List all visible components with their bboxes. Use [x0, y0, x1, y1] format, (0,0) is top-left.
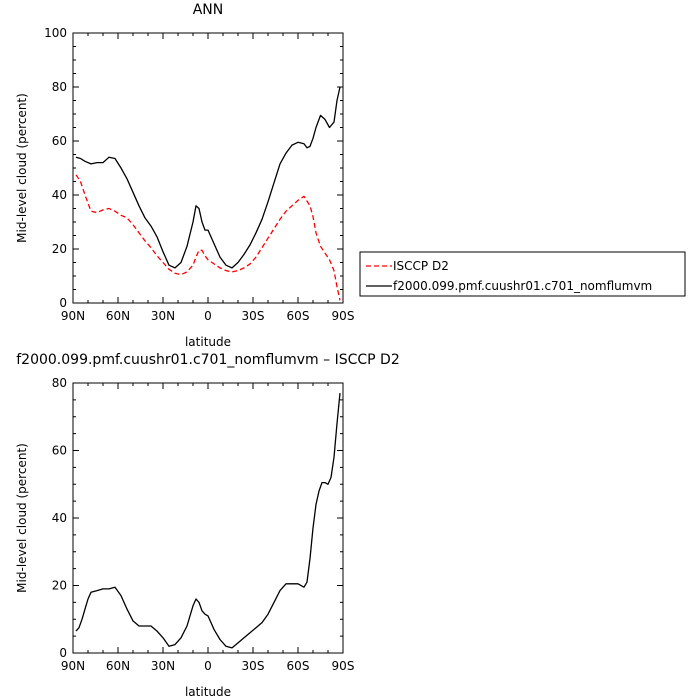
bottom-xtick-label: 30S: [242, 659, 265, 673]
top-plot-ylabel: Mid-level cloud (percent): [15, 93, 29, 243]
legend-box: [359, 251, 686, 297]
legend-label-isccp: ISCCP D2: [393, 259, 449, 273]
top-plot-tick-labels: 90N 60N 30N 0 30S 60S 90S 0 20 40 60 80 100: [44, 26, 354, 323]
top-series-line-1: [75, 86, 341, 269]
bottom-xtick-label: 90S: [332, 659, 355, 673]
top-ytick-label: 40: [52, 188, 67, 202]
top-plot: ANN 90N 60N 30N 0 30S 60S 90S 0 20 40 60 80 100 lati…: [15, 2, 354, 349]
top-xtick-label: 90S: [332, 309, 355, 323]
bottom-ytick-label: 80: [52, 376, 67, 390]
top-plot-title: ANN: [193, 2, 224, 18]
bottom-plot-xlabel: latitude: [185, 685, 231, 699]
top-ytick-label: 60: [52, 134, 67, 148]
bottom-plot-frame: [72, 382, 344, 654]
bottom-plot-title: f2000.099.pmf.cuushr01.c701_nomflumvm – …: [16, 352, 400, 368]
top-plot-ticks: [72, 32, 344, 304]
top-xtick-label: 90N: [61, 309, 85, 323]
top-xtick-label: 30S: [242, 309, 265, 323]
bottom-plot-ylabel: Mid-level cloud (percent): [15, 443, 29, 593]
top-plot-series: [75, 86, 341, 301]
top-ytick-label: 100: [44, 26, 67, 40]
bottom-ytick-label: 0: [59, 646, 67, 660]
top-xtick-label: 60N: [106, 309, 130, 323]
bottom-plot-ticks: [72, 382, 344, 654]
bottom-xtick-label: 60S: [287, 659, 310, 673]
bottom-ytick-label: 40: [52, 511, 67, 525]
bottom-ytick-label: 20: [52, 579, 67, 593]
bottom-plot-series: [75, 393, 341, 649]
legend: ISCCP D2 f2000.099.pmf.cuushr01.c701_nom…: [359, 251, 686, 297]
bottom-plot: f2000.099.pmf.cuushr01.c701_nomflumvm – …: [15, 352, 400, 699]
legend-label-model: f2000.099.pmf.cuushr01.c701_nomflumvm: [393, 279, 652, 293]
bottom-xtick-label: 0: [204, 659, 212, 673]
bottom-xtick-label: 90N: [61, 659, 85, 673]
top-plot-xlabel: latitude: [185, 335, 231, 349]
top-xtick-label: 0: [204, 309, 212, 323]
bottom-ytick-label: 60: [52, 444, 67, 458]
top-series-line-0: [75, 174, 341, 301]
top-ytick-label: 0: [59, 296, 67, 310]
top-xtick-label: 60S: [287, 309, 310, 323]
bottom-xtick-label: 30N: [151, 659, 175, 673]
bottom-xtick-label: 60N: [106, 659, 130, 673]
bottom-series-line-0: [75, 393, 341, 649]
top-xtick-label: 30N: [151, 309, 175, 323]
top-ytick-label: 80: [52, 80, 67, 94]
bottom-plot-tick-labels: 90N 60N 30N 0 30S 60S 90S 0 20 40 60 80: [52, 376, 355, 673]
top-plot-frame: [72, 32, 344, 304]
top-ytick-label: 20: [52, 242, 67, 256]
